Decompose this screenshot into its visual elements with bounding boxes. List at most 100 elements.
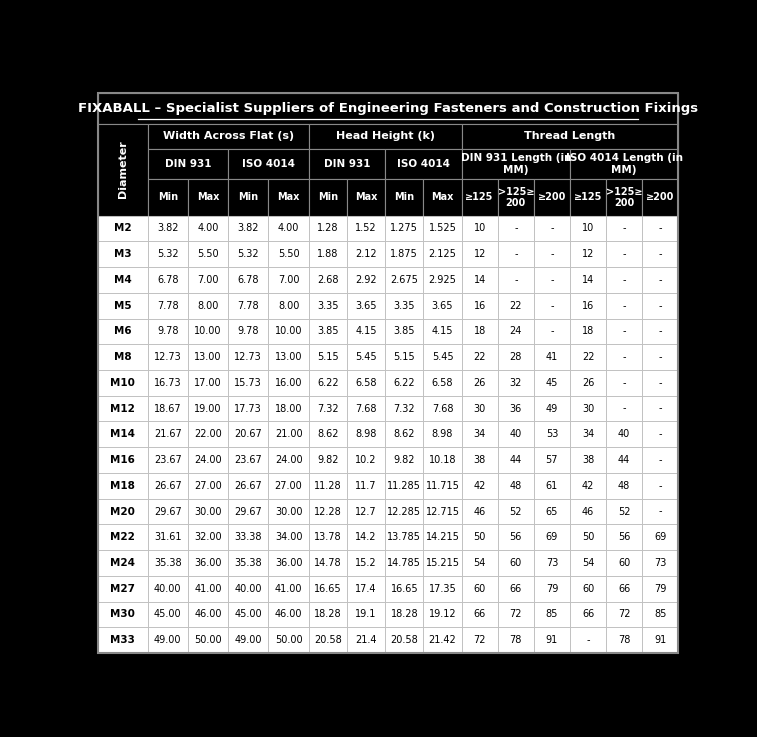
Bar [347, 422, 385, 447]
Text: Width Across Flat (s): Width Across Flat (s) [163, 131, 294, 141]
Text: 14.215: 14.215 [425, 532, 459, 542]
Text: 6.78: 6.78 [157, 275, 179, 285]
Bar [347, 215, 385, 241]
Text: 42: 42 [473, 481, 486, 491]
Bar [534, 550, 570, 576]
Text: 18.28: 18.28 [314, 609, 341, 620]
Bar [269, 396, 309, 422]
Bar [98, 525, 148, 550]
Text: 53: 53 [546, 430, 558, 439]
Bar [385, 149, 462, 179]
Text: 7.78: 7.78 [238, 301, 259, 310]
Text: 40.00: 40.00 [235, 584, 262, 594]
Text: 17.35: 17.35 [428, 584, 456, 594]
Bar [385, 267, 423, 293]
Text: M30: M30 [110, 609, 135, 620]
Text: 5.32: 5.32 [157, 249, 179, 259]
Bar [269, 215, 309, 241]
Text: 9.78: 9.78 [157, 326, 179, 336]
Bar [309, 396, 347, 422]
Bar [642, 344, 678, 370]
Bar [498, 473, 534, 499]
Text: 26.67: 26.67 [154, 481, 182, 491]
Text: 9.82: 9.82 [394, 455, 415, 465]
Bar [534, 525, 570, 550]
Text: -: - [622, 249, 626, 259]
Bar [148, 149, 228, 179]
Text: 15.2: 15.2 [355, 558, 377, 568]
Text: 8.62: 8.62 [394, 430, 415, 439]
Text: 13.785: 13.785 [388, 532, 421, 542]
Text: 2.125: 2.125 [428, 249, 456, 259]
Bar [148, 601, 188, 627]
Text: 5.45: 5.45 [431, 352, 453, 362]
Bar [498, 627, 534, 653]
Text: -: - [550, 275, 553, 285]
Bar [98, 601, 148, 627]
Bar [534, 499, 570, 525]
Text: 5.15: 5.15 [317, 352, 338, 362]
Text: 4.15: 4.15 [431, 326, 453, 336]
Bar [534, 601, 570, 627]
Text: M20: M20 [110, 506, 135, 517]
Text: 85: 85 [546, 609, 558, 620]
Bar [98, 267, 148, 293]
Text: 6.58: 6.58 [355, 378, 377, 388]
Text: 6.22: 6.22 [394, 378, 415, 388]
Bar [606, 422, 642, 447]
Bar [148, 550, 188, 576]
Bar [462, 215, 498, 241]
Bar [188, 422, 228, 447]
Bar [606, 499, 642, 525]
Bar [423, 422, 462, 447]
Bar [347, 344, 385, 370]
Bar [423, 215, 462, 241]
Bar [462, 293, 498, 318]
Text: -: - [550, 223, 553, 234]
Text: 36: 36 [509, 404, 522, 413]
Text: 11.28: 11.28 [314, 481, 341, 491]
Text: 44: 44 [618, 455, 631, 465]
Text: 5.50: 5.50 [278, 249, 300, 259]
Text: 30.00: 30.00 [195, 506, 222, 517]
Text: 7.00: 7.00 [198, 275, 219, 285]
Bar [606, 215, 642, 241]
Text: 1.525: 1.525 [428, 223, 456, 234]
Text: 1.88: 1.88 [317, 249, 338, 259]
Text: 18: 18 [474, 326, 486, 336]
Bar [148, 124, 309, 149]
Text: 20.67: 20.67 [235, 430, 262, 439]
Bar [498, 241, 534, 267]
Bar [309, 241, 347, 267]
Bar [148, 422, 188, 447]
Bar [347, 627, 385, 653]
Text: 73: 73 [654, 558, 666, 568]
Text: 22: 22 [473, 352, 486, 362]
Bar [642, 293, 678, 318]
Bar [462, 499, 498, 525]
Bar [462, 179, 498, 215]
Bar [534, 267, 570, 293]
Bar [423, 525, 462, 550]
Bar [498, 525, 534, 550]
Text: Min: Min [394, 192, 414, 203]
Text: 19.00: 19.00 [195, 404, 222, 413]
Text: M2: M2 [114, 223, 132, 234]
Bar [534, 179, 570, 215]
Bar [188, 576, 228, 601]
Bar [385, 627, 423, 653]
Bar [385, 241, 423, 267]
Text: 28: 28 [509, 352, 522, 362]
Bar [570, 344, 606, 370]
Text: 85: 85 [654, 609, 666, 620]
Bar [228, 473, 269, 499]
Text: 78: 78 [509, 635, 522, 645]
Text: 26: 26 [473, 378, 486, 388]
Bar [309, 627, 347, 653]
Text: 50.00: 50.00 [275, 635, 303, 645]
Text: 49.00: 49.00 [154, 635, 182, 645]
Text: 26: 26 [582, 378, 594, 388]
Bar [148, 344, 188, 370]
Bar [148, 627, 188, 653]
Bar [534, 293, 570, 318]
